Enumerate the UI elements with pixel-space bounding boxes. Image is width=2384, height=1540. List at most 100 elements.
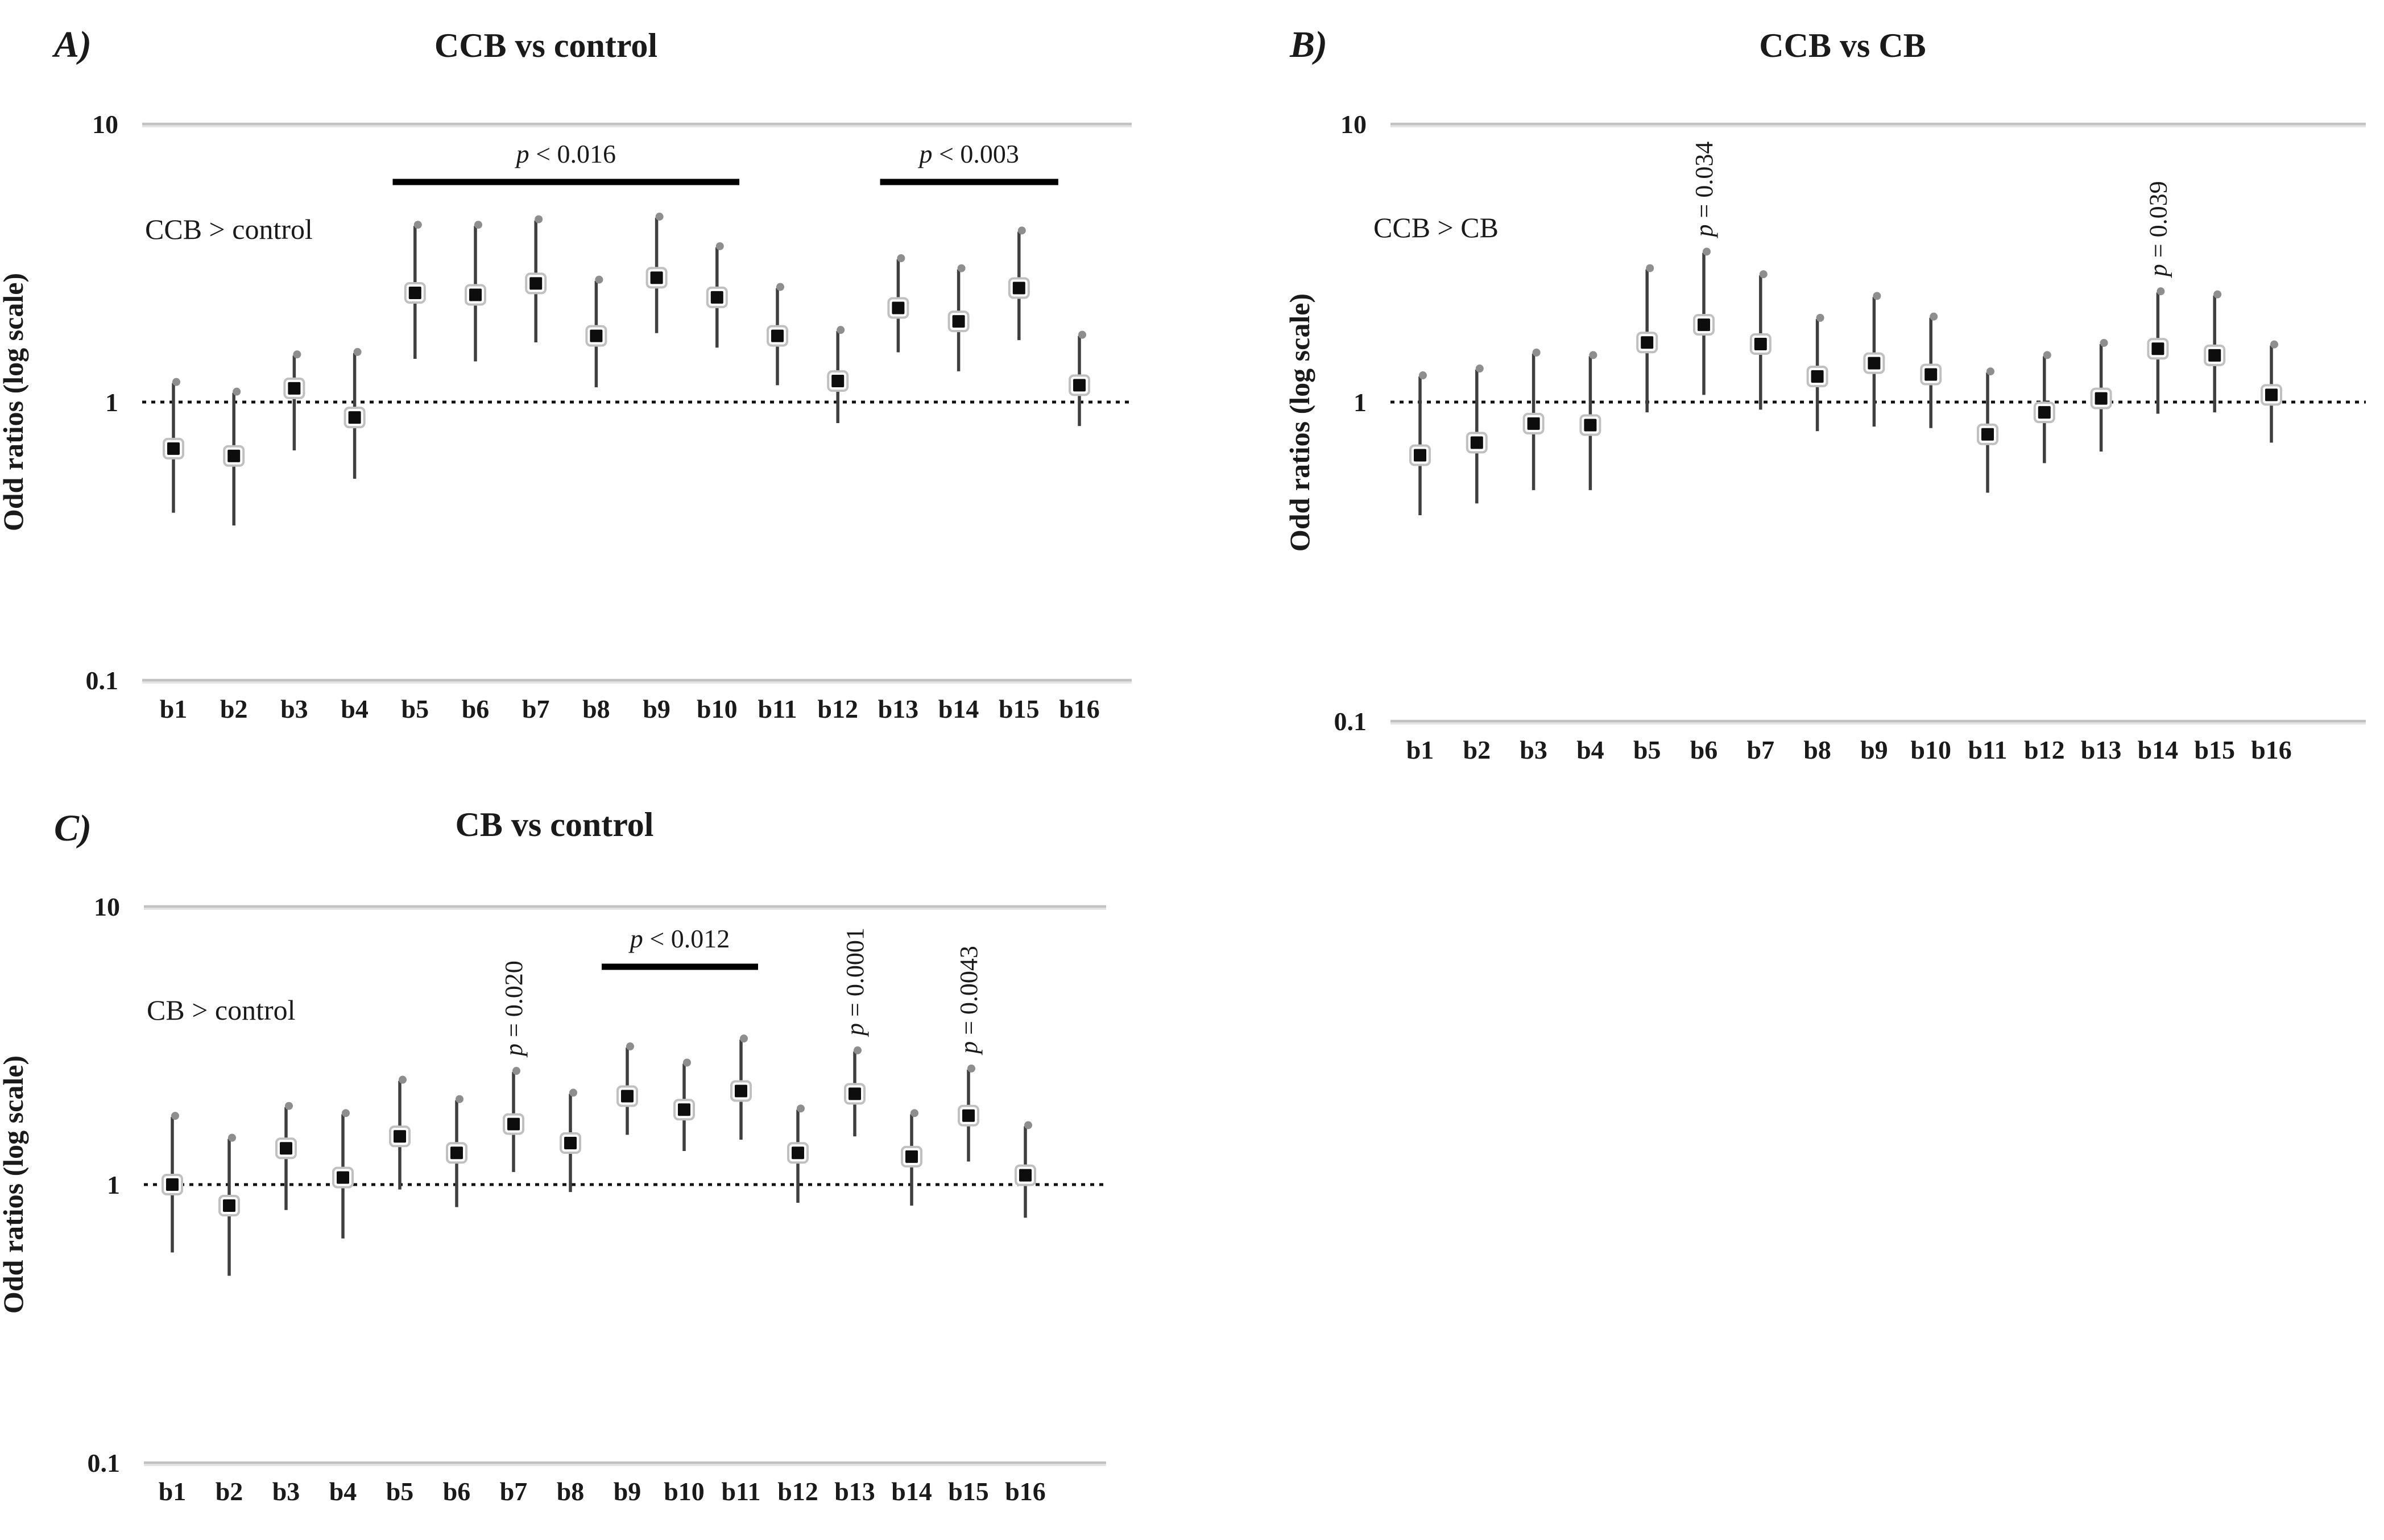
panel-B: 10 1 0.1 Odd ratios (log scale) B) CCB vs CB C… [1284, 24, 2366, 764]
panel-C-marker-b13 [849, 1087, 861, 1100]
panel-B-marker-b10 [1924, 368, 1938, 381]
panel-B-marker-b7 [1754, 337, 1767, 350]
panel-A-ytick-0.1: 0.1 [86, 666, 119, 695]
panel-A-whisker-cap-b11 [776, 283, 784, 291]
panel-A-whisker-cap-b2 [233, 387, 241, 396]
panel-C-marker-b11 [735, 1084, 747, 1098]
panel-C-whisker-cap-b14 [910, 1109, 918, 1117]
panel-C-category-label-b10: b10 [664, 1477, 705, 1506]
panel-A-whisker-cap-b5 [413, 221, 422, 229]
panel-A-marker-b10 [710, 291, 723, 304]
panel-A-ytick-10: 10 [92, 110, 118, 139]
panel-B-marker-b1 [1414, 449, 1426, 462]
panel-A-marker-b14 [952, 315, 965, 328]
panel-A-category-label-b3: b3 [280, 694, 308, 723]
panel-B-y-axis-title: Odd ratios (log scale) [1284, 293, 1315, 552]
panel-C-pvalue-rotated-b13: p = 0.0001 [841, 928, 869, 1037]
panel-A-comparison-note: CCB > control [145, 213, 313, 245]
panel-A-marker-b6 [469, 288, 482, 301]
panel-B-title: CCB vs CB [1759, 27, 1926, 64]
panel-A-marker-b12 [831, 375, 845, 388]
panel-A-y-axis-title: Odd ratios (log scale) [0, 273, 29, 531]
panel-B-whisker-cap-b8 [1816, 313, 1824, 322]
panel-C-category-label-b1: b1 [159, 1477, 187, 1506]
panel-C-marker-b5 [394, 1130, 406, 1143]
panel-C-marker-b10 [678, 1103, 690, 1116]
panel-C-whisker-cap-b4 [342, 1109, 350, 1117]
panel-A-title: CCB vs control [434, 27, 657, 64]
panel-C-category-label-b9: b9 [614, 1477, 641, 1506]
panel-B-marker-b4 [1584, 419, 1597, 432]
panel-A-whisker-cap-b4 [353, 347, 362, 356]
panel-B-ytick-10: 10 [1340, 110, 1367, 139]
panel-A-pvalue-bracket-text-1: p < 0.003 [917, 139, 1019, 168]
panel-A-marker-b3 [288, 382, 301, 395]
panel-C-category-label-b14: b14 [891, 1477, 932, 1506]
panel-C-whisker-cap-b2 [228, 1133, 236, 1142]
panel-C-category-label-b8: b8 [557, 1477, 585, 1506]
panel-C-ytick-10: 10 [94, 892, 120, 921]
panel-A-marker-b15 [1012, 281, 1025, 295]
panel-B-category-label-b9: b9 [1860, 735, 1888, 764]
panel-B-whisker-cap-b1 [1419, 371, 1427, 380]
panel-A-marker-b11 [771, 329, 784, 342]
panel-C-marker-b2 [223, 1199, 235, 1212]
panel-B-marker-b8 [1811, 370, 1824, 383]
panel-C-whisker-cap-b15 [967, 1064, 975, 1073]
panel-C-ytick-1: 1 [107, 1170, 120, 1199]
panel-A-whisker-cap-b15 [1017, 226, 1026, 235]
panel-B-category-label-b2: b2 [1463, 735, 1491, 764]
panel-B-marker-b16 [2265, 388, 2278, 401]
panel-C-pvalue-rotated-b15: p = 0.0043 [955, 946, 983, 1055]
panel-B-label: B) [1289, 24, 1327, 65]
panel-A-category-label-b1: b1 [160, 694, 188, 723]
panel-C-whisker-cap-b8 [569, 1088, 577, 1097]
panel-A-whisker-cap-b9 [655, 212, 664, 221]
panel-B-whisker-cap-b11 [1986, 367, 1994, 376]
panel-C-category-label-b4: b4 [329, 1477, 357, 1506]
panel-B-category-label-b15: b15 [2194, 735, 2235, 764]
panel-A-marker-b1 [167, 442, 180, 455]
panel-C-marker-b14 [905, 1150, 918, 1163]
panel-C-category-label-b2: b2 [216, 1477, 243, 1506]
panel-C-whisker-cap-b1 [171, 1112, 179, 1120]
panel-B-whisker-cap-b4 [1589, 351, 1597, 359]
panel-C-marker-b7 [507, 1117, 520, 1131]
panel-A-marker-b2 [227, 449, 241, 462]
panel-C: 10 1 0.1 Odd ratios (log scale) C) CB vs cont… [0, 806, 1106, 1506]
panel-C-ytick-0.1: 0.1 [88, 1448, 121, 1477]
panel-C-title: CB vs control [456, 806, 654, 843]
panel-C-whisker-cap-b13 [854, 1046, 862, 1054]
panel-B-category-label-b12: b12 [2024, 735, 2065, 764]
panel-B-whisker-cap-b16 [2270, 340, 2278, 349]
panel-A-whisker-cap-b12 [837, 326, 845, 334]
panel-B-category-label-b7: b7 [1747, 735, 1775, 764]
panel-C-category-label-b13: b13 [834, 1477, 875, 1506]
panel-A-category-label-b10: b10 [697, 694, 738, 723]
panel-B-category-label-b5: b5 [1633, 735, 1661, 764]
panel-B-marker-b6 [1698, 318, 1710, 332]
panel-C-whisker-cap-b3 [285, 1102, 293, 1110]
panel-A-pvalue-bracket-text-0: p < 0.016 [515, 139, 616, 168]
panel-A-category-label-b14: b14 [938, 694, 979, 723]
panel-A-category-label-b2: b2 [220, 694, 248, 723]
panel-A-category-label-b5: b5 [402, 694, 429, 723]
panel-C-category-label-b11: b11 [721, 1477, 760, 1506]
panel-B-marker-b3 [1527, 417, 1540, 430]
panel-B-category-label-b16: b16 [2251, 735, 2292, 764]
panel-B-category-label-b6: b6 [1690, 735, 1718, 764]
panel-C-comparison-note: CB > control [147, 994, 296, 1026]
panel-B-whisker-cap-b14 [2157, 287, 2165, 296]
panel-A-whisker-cap-b6 [474, 221, 482, 229]
panel-C-whisker-cap-b6 [456, 1095, 463, 1103]
panel-A-marker-b16 [1073, 379, 1086, 392]
panel-C-marker-b9 [621, 1090, 634, 1103]
panel-A: 10 1 0.1 Odd ratios (log scale) A) CCB vs con… [0, 24, 1132, 723]
panel-A-category-label-b7: b7 [522, 694, 550, 723]
panel-A-category-label-b8: b8 [582, 694, 610, 723]
panel-B-category-label-b1: b1 [1406, 735, 1434, 764]
panel-A-marker-b9 [650, 271, 663, 284]
panel-A-ytick-1: 1 [105, 388, 118, 417]
